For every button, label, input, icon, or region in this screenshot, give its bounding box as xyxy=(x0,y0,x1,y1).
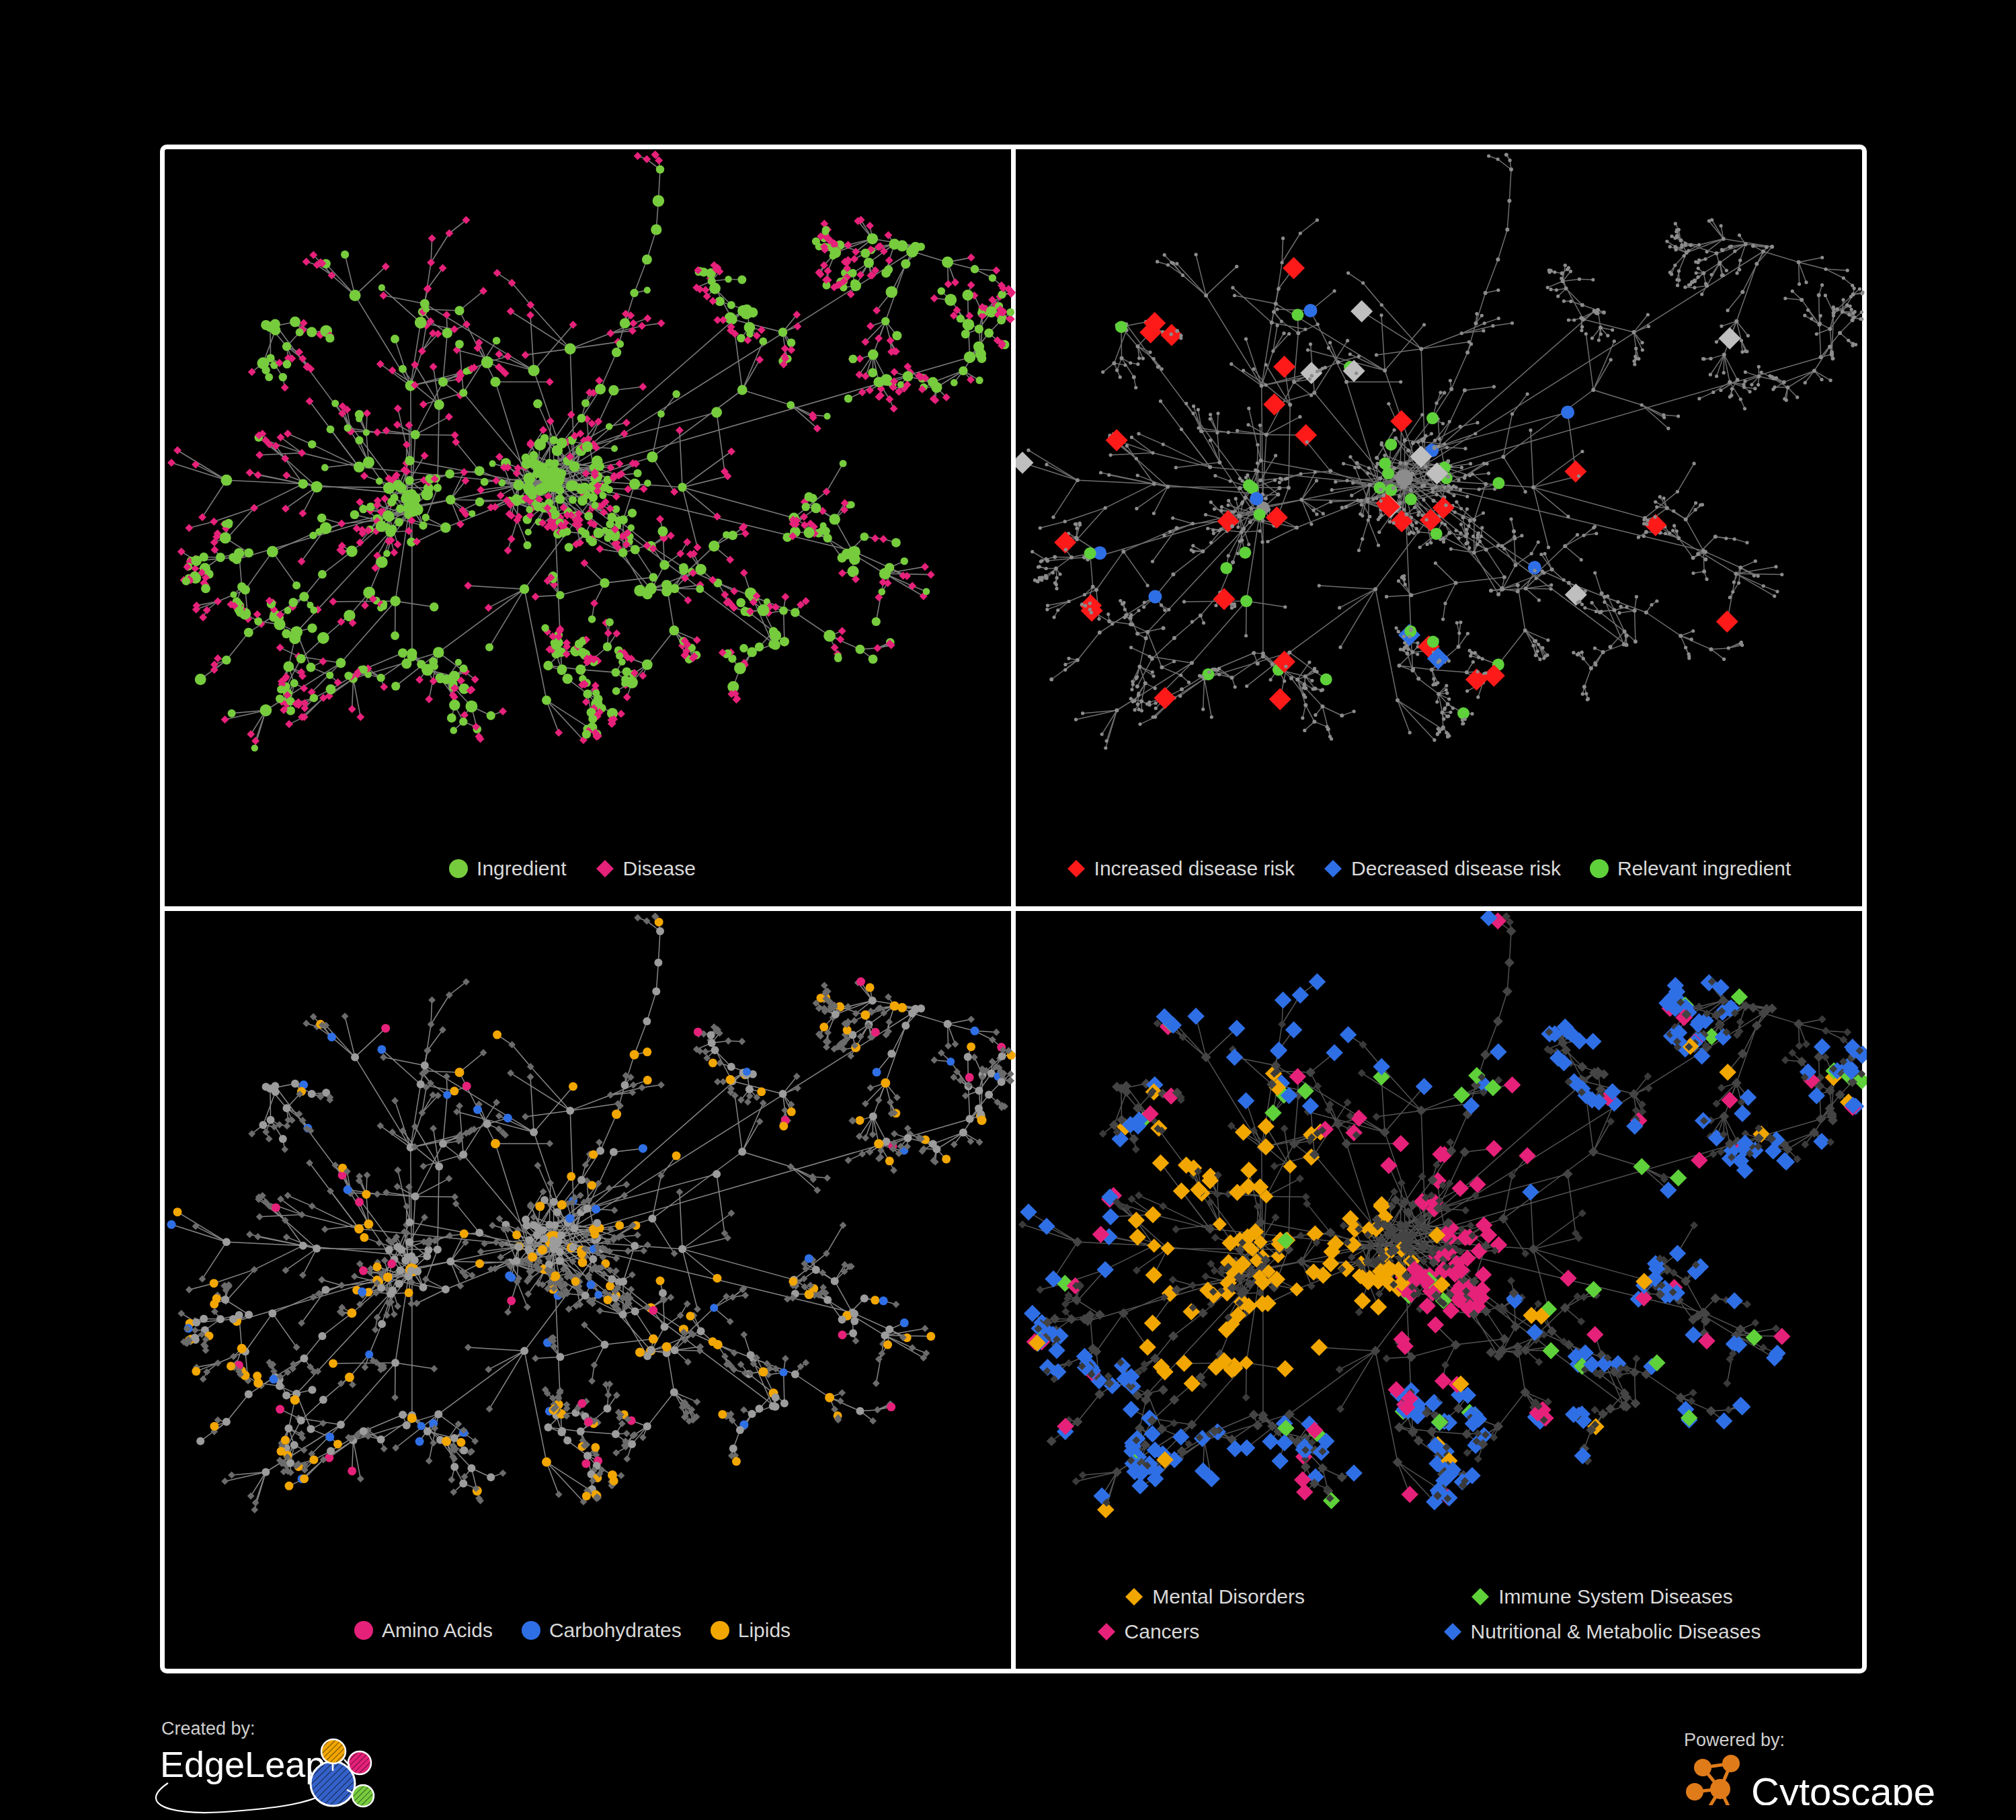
svg-text:Cytoscape: Cytoscape xyxy=(1751,1770,1935,1805)
svg-text:Powered by:: Powered by: xyxy=(1684,1730,1785,1750)
svg-text:Created by:: Created by: xyxy=(161,1718,255,1739)
svg-text:EdgeLeap: EdgeLeap xyxy=(160,1744,325,1784)
